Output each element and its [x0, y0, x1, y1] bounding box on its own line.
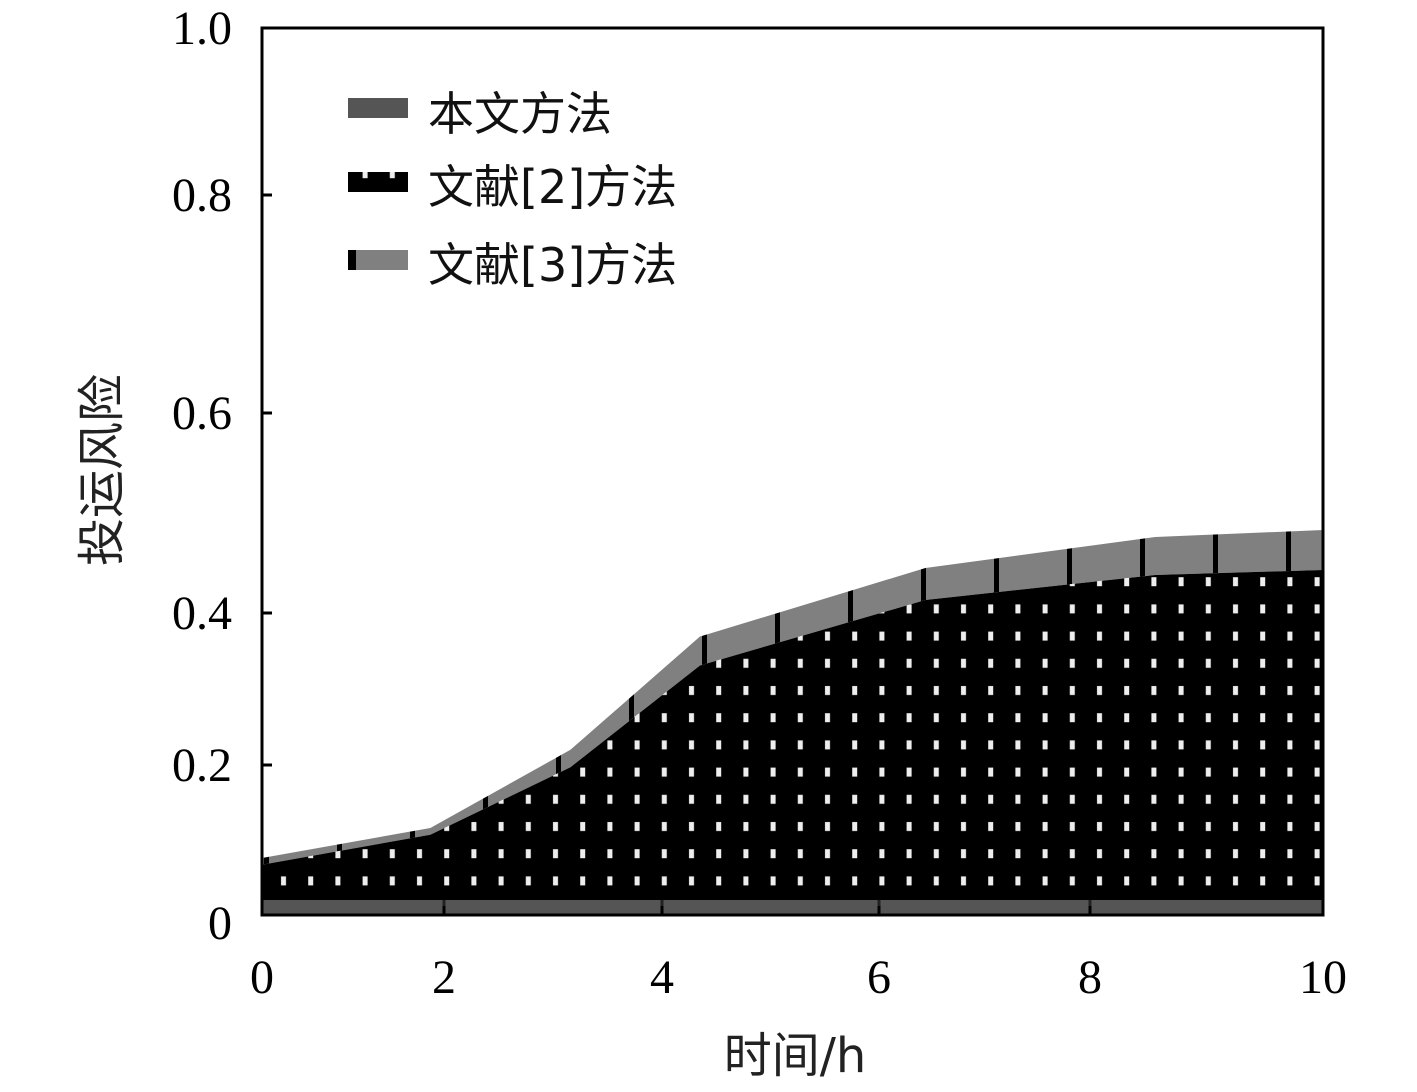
legend: 本文方法 文献[2]方法 文献[3]方法	[348, 87, 677, 292]
y-tick-label: 0.2	[172, 739, 232, 792]
x-tick-label: 0	[250, 951, 274, 1004]
y-tick-label: 0.8	[172, 169, 232, 222]
x-tick-label: 8	[1078, 951, 1102, 1004]
y-tick-label: 0.4	[172, 587, 232, 640]
legend-swatch-0	[348, 98, 408, 118]
area-series-ref3	[262, 530, 1323, 865]
legend-label-0: 本文方法	[428, 87, 612, 141]
y-tick-label: 0.6	[172, 387, 232, 440]
x-tick-label: 10	[1299, 951, 1347, 1004]
legend-label-2: 文献[3]方法	[428, 238, 677, 292]
x-axis-label: 时间/h	[724, 1028, 867, 1084]
x-tick-label: 4	[650, 951, 674, 1004]
y-tick-label: 1.0	[172, 2, 232, 55]
x-tick-label: 6	[867, 951, 891, 1004]
y-tick-label: 0	[208, 897, 232, 950]
area-series-ref2	[262, 570, 1323, 915]
legend-swatch-2	[348, 250, 408, 270]
plot-frame	[260, 26, 1325, 917]
plot-areas	[262, 530, 1323, 915]
y-axis-label: 投运风险	[74, 374, 130, 566]
x-tick-label: 2	[432, 951, 456, 1004]
axis-ticks: 0 2 4 6 8 10 0 0.2 0.4 0.6 0.8 1.0	[172, 2, 1347, 1004]
legend-label-1: 文献[2]方法	[428, 160, 677, 214]
legend-swatch-1	[348, 172, 408, 192]
area-series-proposed	[262, 900, 1323, 915]
